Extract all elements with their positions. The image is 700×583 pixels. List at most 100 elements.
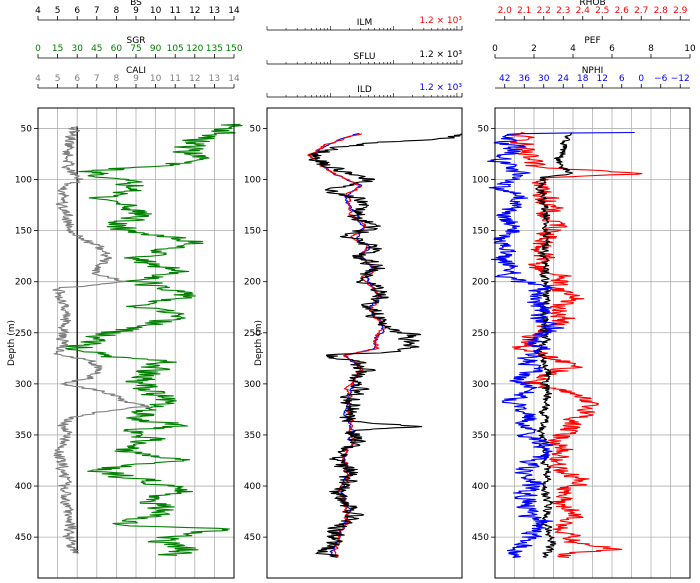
x-tick-label: 14 — [228, 6, 240, 16]
x-tick-label: 2.0 — [498, 6, 513, 16]
y-tick-label: 350 — [472, 431, 489, 441]
x-tick-label: 12 — [597, 74, 608, 84]
x-tick-label: 2.1 — [517, 6, 531, 16]
x-tick-label: 75 — [130, 44, 141, 54]
x-tick-label: 42 — [499, 74, 510, 84]
y-tick-label: 250 — [244, 329, 261, 339]
series-nphi — [487, 131, 635, 558]
y-tick-label: 450 — [472, 533, 489, 543]
y-tick-label: 200 — [15, 278, 32, 288]
x-tick-label: 24 — [558, 74, 570, 84]
y-tick-label: 50 — [250, 124, 262, 134]
x-tick-label: 2.8 — [654, 6, 669, 16]
x-tick-label: 2 — [531, 44, 537, 54]
y-axis-label: Depth (m) — [7, 320, 17, 366]
y-tick-label: 100 — [244, 176, 261, 186]
x-tick-label: 5 — [55, 74, 61, 84]
y-tick-label: 50 — [478, 124, 490, 134]
x-tick-label: 4 — [35, 74, 41, 84]
x-tick-label: 30 — [71, 44, 83, 54]
x-tick-label: 12 — [189, 74, 200, 84]
y-tick-label: 250 — [15, 329, 32, 339]
x-tick-label: 18 — [577, 74, 589, 84]
y-tick-label: 350 — [15, 431, 32, 441]
x-tick-label: 10 — [150, 74, 162, 84]
plot-frame — [494, 107, 691, 579]
x-tick-label: 12 — [189, 6, 200, 16]
x-tick-label: 90 — [150, 44, 162, 54]
y-tick-label: 450 — [15, 533, 32, 543]
y-tick-label: 200 — [244, 278, 261, 288]
x-tick-label: 5 — [55, 6, 61, 16]
top-axis-nphi: NPHI 42 36 30 24 18 12 6 0 −6 −12 — [495, 66, 690, 89]
top-axis-sgr: SGR 0 15 30 45 60 75 90 105 120 135 150 — [35, 36, 243, 59]
y-tick-label: 400 — [244, 482, 261, 492]
axis-title: RHOB — [579, 0, 605, 8]
x-tick-label: 0 — [492, 44, 498, 54]
top-axis-cali: CALI 4 5 6 7 8 9 10 11 12 13 14 — [35, 66, 240, 89]
x-tick-label: 45 — [91, 44, 102, 54]
y-axis-label: Depth (m) — [254, 320, 264, 366]
axis-title: BS — [130, 0, 142, 8]
y-tick-label: 350 — [244, 431, 261, 441]
y-tick-label: 100 — [472, 176, 489, 186]
x-tick-label: 4 — [35, 6, 41, 16]
x-tick-label: 10 — [150, 6, 162, 16]
y-tick-label: 300 — [472, 380, 489, 390]
x-tick-label: 120 — [186, 44, 203, 54]
x-tick-label: 0 — [35, 44, 41, 54]
x-tick-label: 6 — [74, 74, 80, 84]
x-tick-label: 105 — [167, 44, 184, 54]
x-tick-label: 11 — [169, 74, 180, 84]
x-tick-label: 60 — [111, 44, 123, 54]
x-tick-label: 9 — [133, 6, 139, 16]
series-sflu — [308, 133, 462, 558]
y-tick-label: 150 — [244, 227, 261, 237]
x-tick-label: 0 — [638, 74, 644, 84]
x-tick-label: 150 — [225, 44, 242, 54]
x-tick-label: 6 — [619, 74, 625, 84]
series-cali — [52, 125, 150, 554]
axis-title: PEF — [584, 36, 600, 46]
x-tick-label: 2.5 — [595, 6, 609, 16]
x-tick-label: 36 — [519, 74, 531, 84]
x-tick-label: 8 — [648, 44, 654, 54]
y-tick-label: 300 — [15, 380, 32, 390]
x-tick-label: 13 — [209, 6, 220, 16]
series-sgr — [65, 123, 243, 556]
x-tick-label: 2.4 — [576, 6, 591, 16]
x-tick-label: 2.3 — [556, 6, 570, 16]
x-tick-label: 2.9 — [673, 6, 688, 16]
series-ilm — [307, 133, 387, 558]
x-tick-label: 30 — [538, 74, 550, 84]
series-pef — [535, 132, 573, 558]
y-tick-label: 300 — [244, 380, 261, 390]
log-max-label: 1.2 × 10³ — [419, 83, 462, 93]
x-tick-label: 2.6 — [615, 6, 630, 16]
x-tick-label: 7 — [94, 6, 100, 16]
y-tick-label: 200 — [472, 278, 489, 288]
axis-title: NPHI — [582, 66, 604, 76]
x-tick-label: 2.7 — [634, 6, 648, 16]
top-axis-sflu: SFLU 1.2 × 10³ — [266, 50, 463, 65]
x-tick-label: 4 — [570, 44, 576, 54]
axis-title: CALI — [126, 66, 146, 76]
x-tick-label: 11 — [169, 6, 180, 16]
axis-title: SFLU — [353, 52, 375, 62]
y-tick-label: 50 — [21, 124, 33, 134]
x-tick-label: 14 — [228, 74, 240, 84]
top-axis-ild: ILD 1.2 × 10³ — [266, 83, 463, 98]
axis-title: ILD — [357, 85, 372, 95]
x-tick-label: 9 — [133, 74, 139, 84]
x-tick-label: 15 — [52, 44, 63, 54]
x-tick-label: 2.2 — [537, 6, 551, 16]
top-axis-bs: BS 4 5 6 7 8 9 10 11 12 13 14 — [35, 0, 240, 21]
plot-frame — [266, 107, 463, 579]
x-tick-label: −12 — [671, 74, 690, 84]
top-axis-rhob: RHOB 2.0 2.1 2.2 2.3 2.4 2.5 2.6 2.7 2.8 2.9 — [495, 0, 690, 21]
y-tick-label: 150 — [472, 227, 489, 237]
